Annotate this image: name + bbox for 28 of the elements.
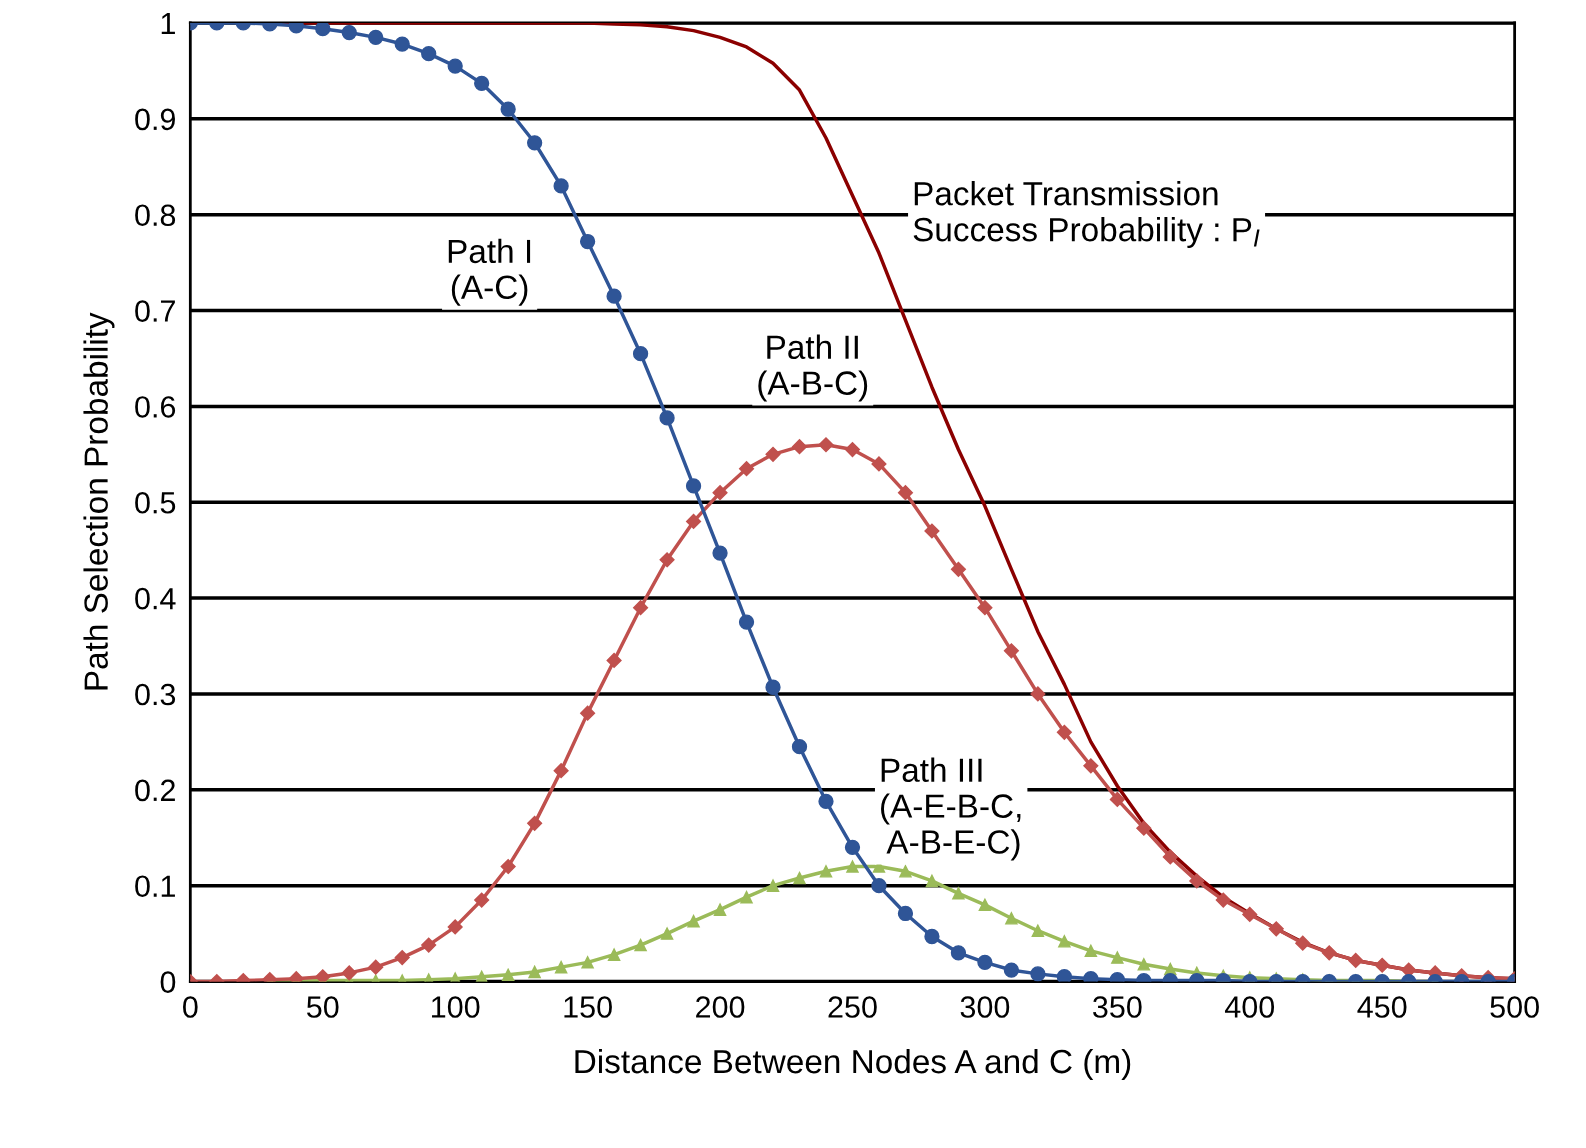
x-tick-label: 400 — [1224, 996, 1275, 1018]
x-tick-label: 50 — [306, 996, 339, 1018]
x-tick-label: 300 — [960, 996, 1010, 1018]
y-tick-label: 0.2 — [135, 779, 175, 802]
y-tick-label: 0.8 — [135, 204, 176, 227]
x-tick-label: 450 — [1357, 996, 1407, 1018]
x-tick-label: 200 — [696, 996, 745, 1018]
y-tick-label: 0.9 — [135, 108, 175, 131]
y-axis-title: Path Selection Probability — [83, 312, 115, 690]
x-tick-label: 150 — [564, 996, 612, 1018]
x-tick-label: 100 — [432, 996, 480, 1018]
x-tick-label: 0 — [183, 996, 198, 1018]
y-tick-label: 0.5 — [135, 491, 176, 514]
y-tick-label: 0.1 — [135, 875, 175, 898]
x-axis-title: Distance Between Nodes A and C (m) — [575, 1048, 1131, 1080]
annotation: Path I (A-C) — [448, 238, 531, 306]
annotation: Path III (A-E-B-C, A-B-E-C) — [881, 757, 1021, 861]
x-tick-label: 500 — [1490, 996, 1539, 1018]
annotation: Packet Transmission Success Probability : P$_{I}$ — [913, 181, 1260, 249]
x-tick-label: 250 — [828, 996, 877, 1018]
y-tick-label: 0.4 — [135, 587, 176, 610]
y-tick-label: 0 — [160, 971, 176, 993]
y-tick-label: 1 — [161, 13, 175, 35]
y-tick-label: 0.7 — [135, 300, 175, 322]
y-tick-label: 0.6 — [135, 396, 176, 418]
y-tick-label: 0.3 — [135, 683, 176, 706]
annotation: Path II (A-B-C) — [758, 334, 868, 402]
x-tick-label: 350 — [1093, 996, 1142, 1018]
